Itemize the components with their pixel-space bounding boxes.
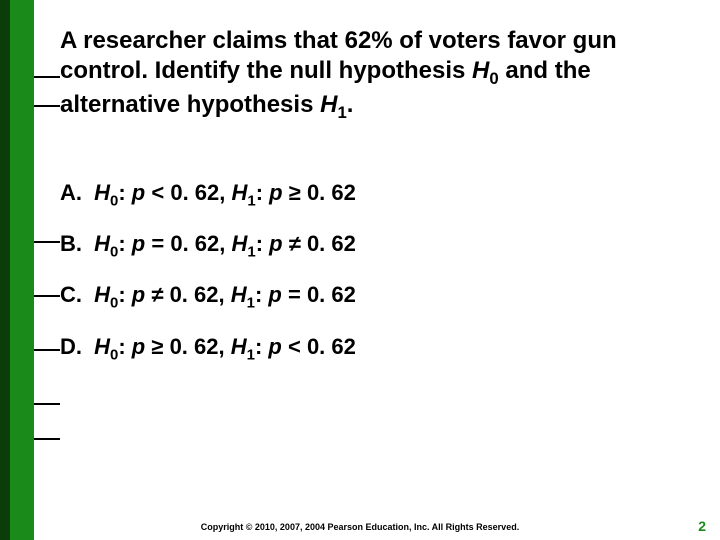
p-var: p [269,180,282,205]
copyright-footer: Copyright © 2010, 2007, 2004 Pearson Edu… [0,522,720,532]
val: 0. 62 [307,334,356,359]
rel: ≥ [283,180,307,205]
rel: = [282,282,307,307]
colon: : [255,334,268,359]
colon: : [118,334,131,359]
rel: ≠ [283,231,307,256]
h-var: H [94,231,110,256]
rel: = [145,231,170,256]
p-var: p [268,334,281,359]
val: 0. 62 [170,334,219,359]
h-sub: 1 [247,192,255,209]
p-var: p [132,231,145,256]
h-var: H [94,282,110,307]
option-letter: A. [60,180,88,206]
comma: , [219,282,231,307]
sidebar-tick [34,295,60,297]
comma: , [219,180,231,205]
slide-content: A researcher claims that 62% of voters f… [60,26,680,363]
h-var: H [231,282,247,307]
sidebar-tick [34,105,60,107]
h-sub: 1 [247,295,255,312]
val: 0. 62 [307,180,356,205]
p-var: p [132,180,145,205]
val: 0. 62 [170,231,219,256]
val: 0. 62 [170,180,219,205]
rel: ≥ [145,334,169,359]
p-var: p [269,231,282,256]
colon: : [256,180,269,205]
rel: < [282,334,307,359]
h0-sub: 0 [489,69,498,88]
colon: : [118,180,131,205]
comma: , [219,231,231,256]
option-letter: B. [60,231,88,257]
options-list: A. H0: p < 0. 62, H1: p ≥ 0. 62 B. H0: p … [60,180,680,364]
val: 0. 62 [307,231,356,256]
sidebar-tick [34,349,60,351]
option-row: C. H0: p ≠ 0. 62, H1: p = 0. 62 [60,282,680,311]
p-var: p [132,282,145,307]
sidebar-tick [34,241,60,243]
h-var: H [232,231,248,256]
rel: < [145,180,170,205]
h-var: H [94,334,110,359]
h0-var: H [472,57,489,84]
option-row: B. H0: p = 0. 62, H1: p ≠ 0. 62 [60,231,680,260]
option-row: D. H0: p ≥ 0. 62, H1: p < 0. 62 [60,334,680,363]
option-row: A. H0: p < 0. 62, H1: p ≥ 0. 62 [60,180,680,209]
sidebar-inner [10,0,34,540]
h-var: H [232,180,248,205]
p-var: p [132,334,145,359]
h1-sub: 1 [337,103,346,122]
sidebar-stripe [0,0,34,540]
p-var: p [268,282,281,307]
val: 0. 62 [307,282,356,307]
sidebar-tick [34,76,60,78]
option-letter: D. [60,334,88,360]
h-var: H [94,180,110,205]
h-sub: 1 [247,243,255,260]
tick-column [34,0,60,540]
h1-var: H [320,91,337,118]
colon: : [255,282,268,307]
question-tail: . [347,91,354,118]
sidebar-tick [34,438,60,440]
question-text: A researcher claims that 62% of voters f… [60,26,680,124]
option-letter: C. [60,282,88,308]
colon: : [256,231,269,256]
colon: : [118,282,131,307]
page-number: 2 [698,518,706,534]
val: 0. 62 [170,282,219,307]
sidebar-outer [0,0,10,540]
comma: , [219,334,231,359]
colon: : [118,231,131,256]
rel: ≠ [145,282,169,307]
sidebar-tick [34,403,60,405]
h-var: H [231,334,247,359]
h-sub: 1 [247,346,255,363]
